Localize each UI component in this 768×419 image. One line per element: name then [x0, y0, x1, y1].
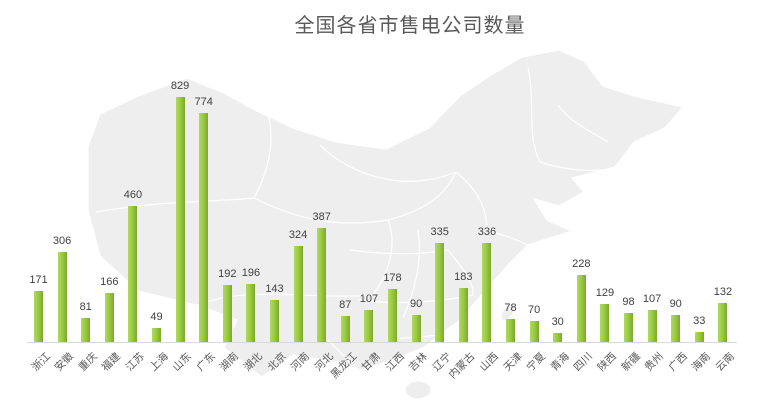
bar[interactable] [57, 252, 67, 342]
bar[interactable] [553, 333, 563, 342]
category-label: 黑龙江 [328, 350, 360, 382]
value-label: 324 [288, 229, 308, 241]
category-label: 湖北 [241, 350, 265, 374]
category-label: 山西 [477, 350, 501, 374]
value-label: 143 [265, 283, 284, 295]
category-label: 青海 [548, 350, 572, 374]
category-label: 四川 [571, 350, 596, 374]
category-label: 吉林 [406, 350, 431, 374]
category-label: 安徽 [52, 350, 77, 374]
value-label: 33 [693, 315, 706, 327]
chart-title: 全国各省市售电公司数量 [294, 15, 526, 37]
category-label: 浙江 [29, 350, 53, 374]
category-label: 江苏 [123, 350, 147, 374]
category-label: 陕西 [595, 350, 619, 374]
bar[interactable] [506, 319, 515, 342]
bar[interactable] [293, 246, 303, 342]
bar[interactable] [482, 243, 492, 342]
category-label: 广西 [666, 350, 690, 374]
category-label: 海南 [689, 350, 714, 374]
bar[interactable] [199, 113, 209, 342]
category-label: 河南 [288, 350, 313, 374]
category-label: 湖南 [217, 350, 242, 374]
bar[interactable] [34, 291, 43, 342]
category-label: 天津 [501, 350, 525, 374]
value-label: 774 [194, 96, 213, 108]
value-label: 129 [595, 287, 615, 299]
bar[interactable] [340, 316, 350, 342]
value-label: 107 [642, 293, 662, 305]
bar[interactable] [246, 284, 256, 342]
bar[interactable] [222, 285, 232, 342]
value-label: 30 [551, 316, 564, 328]
bar[interactable] [671, 315, 681, 342]
category-label: 云南 [713, 350, 737, 374]
bar[interactable] [411, 315, 421, 342]
category-label: 宁夏 [524, 350, 549, 374]
value-label: 228 [572, 258, 591, 270]
bar[interactable] [624, 313, 633, 342]
bar[interactable] [81, 318, 91, 342]
bar[interactable] [718, 303, 728, 342]
bar[interactable] [600, 304, 610, 342]
value-label: 78 [504, 302, 517, 314]
value-label: 49 [150, 311, 163, 323]
category-label: 广东 [194, 350, 218, 374]
bar[interactable] [694, 332, 704, 342]
value-label: 192 [218, 268, 237, 280]
china-map-silhouette [88, 50, 708, 405]
bar[interactable] [458, 288, 468, 342]
category-label: 贵州 [642, 350, 667, 374]
bar[interactable] [647, 310, 657, 342]
value-label: 460 [123, 189, 143, 201]
value-label: 196 [241, 267, 261, 279]
bar[interactable] [152, 328, 161, 342]
category-label: 北京 [265, 350, 289, 374]
category-label: 福建 [99, 350, 124, 374]
value-label: 132 [713, 286, 733, 298]
category-label: 江西 [383, 350, 407, 374]
value-label: 306 [52, 235, 72, 247]
value-label: 90 [669, 298, 682, 310]
taiwan-island [498, 301, 518, 323]
value-label: 107 [359, 293, 379, 305]
value-label: 87 [339, 299, 352, 311]
bar[interactable] [529, 321, 539, 342]
bar[interactable] [388, 289, 397, 342]
bar[interactable] [364, 310, 374, 342]
value-label: 90 [409, 298, 423, 310]
value-label: 178 [383, 272, 402, 284]
value-label: 70 [527, 304, 541, 316]
value-label: 335 [430, 226, 449, 238]
category-label: 新疆 [619, 350, 643, 374]
category-label: 上海 [147, 350, 171, 374]
category-label: 山东 [170, 350, 195, 374]
category-label: 重庆 [76, 350, 100, 374]
value-label: 183 [454, 271, 473, 283]
value-label: 171 [29, 274, 48, 286]
bar[interactable] [435, 243, 445, 342]
value-label: 166 [100, 276, 119, 288]
category-label: 内蒙古 [446, 350, 478, 382]
value-label: 336 [477, 226, 497, 238]
hainan-island [405, 381, 431, 399]
category-label: 甘肃 [359, 350, 383, 374]
bar[interactable] [270, 300, 279, 342]
value-label: 387 [312, 211, 331, 223]
value-label: 81 [79, 301, 92, 313]
bar[interactable] [104, 293, 114, 342]
value-label: 98 [622, 296, 635, 308]
x-axis-line [27, 342, 737, 343]
bar[interactable] [576, 275, 586, 342]
bar[interactable] [175, 97, 185, 342]
bar[interactable] [317, 228, 327, 342]
bar[interactable] [128, 206, 138, 342]
value-label: 829 [170, 80, 190, 92]
